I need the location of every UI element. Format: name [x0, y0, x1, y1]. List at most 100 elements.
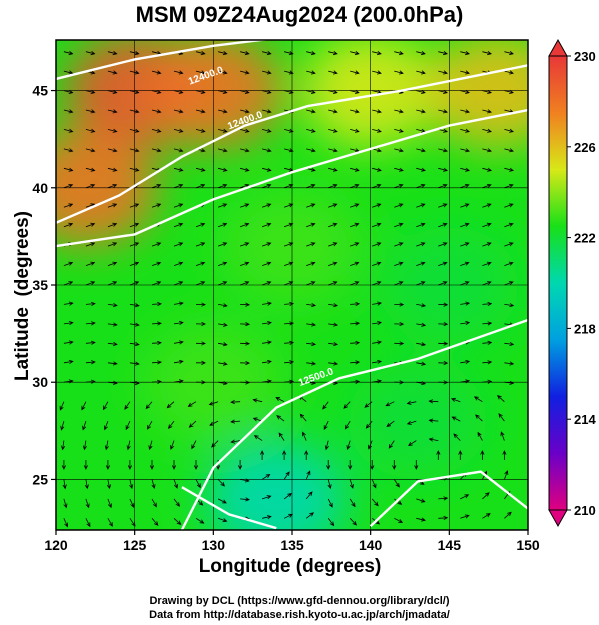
streamline-arrow	[63, 203, 74, 208]
streamline-arrow	[284, 340, 295, 345]
streamline-arrow	[239, 261, 250, 266]
streamline-arrow	[104, 440, 109, 451]
streamline-arrow	[460, 320, 471, 326]
streamline-arrow	[428, 418, 439, 423]
streamline-arrow	[218, 322, 228, 327]
y-tick-label: 45	[32, 83, 48, 99]
streamline-arrow	[504, 128, 514, 133]
streamline-arrow	[328, 242, 338, 247]
streamline-arrow	[504, 184, 514, 189]
streamline-arrow	[211, 440, 219, 448]
streamline-arrow	[240, 109, 250, 114]
streamline-arrow	[195, 184, 206, 189]
streamline-arrow	[63, 167, 74, 172]
streamline-arrow	[173, 498, 180, 507]
streamline-arrow	[173, 89, 184, 94]
streamline-arrow	[394, 109, 404, 114]
streamline-arrow	[195, 281, 206, 286]
streamline-arrow	[416, 281, 426, 286]
streamline-arrow	[328, 128, 338, 133]
streamline-arrow	[262, 128, 272, 133]
streamline-arrow	[328, 148, 338, 153]
streamline-arrow	[460, 514, 470, 519]
streamline-arrow	[239, 242, 250, 247]
streamline-arrow	[372, 70, 382, 75]
streamline-arrow	[305, 491, 313, 500]
streamline-arrow	[284, 321, 295, 326]
field-sample	[347, 363, 488, 480]
streamline-arrow	[63, 184, 74, 189]
streamline-arrow	[394, 302, 405, 307]
streamline-arrow	[218, 50, 228, 56]
streamline-arrow	[85, 109, 96, 114]
streamline-arrow	[460, 109, 470, 114]
streamline-arrow	[394, 50, 404, 56]
streamline-arrow	[107, 341, 118, 347]
streamline-arrow	[148, 440, 153, 451]
streamline-arrow	[438, 128, 449, 133]
streamline-arrow	[371, 498, 379, 507]
streamline-arrow	[460, 222, 470, 228]
streamline-arrow	[239, 222, 250, 228]
streamline-arrow	[482, 203, 492, 208]
streamline-arrow	[394, 128, 404, 133]
streamline-arrow	[240, 89, 250, 94]
streamline-arrow	[460, 261, 470, 266]
streamline-arrow	[151, 498, 157, 508]
streamline-arrow	[187, 401, 197, 407]
streamline-arrow	[306, 203, 316, 208]
streamline-arrow	[438, 341, 449, 346]
streamline-arrow	[306, 281, 316, 286]
streamline-arrow	[239, 203, 250, 208]
streamline-arrow	[151, 281, 162, 286]
streamline-arrow	[63, 321, 74, 326]
streamline-arrow	[460, 281, 470, 286]
streamline-arrow	[85, 128, 96, 133]
streamline-arrow	[151, 301, 162, 307]
streamline-arrow	[107, 89, 118, 94]
streamline-arrow	[504, 89, 514, 94]
streamline-arrow	[504, 281, 514, 286]
streamline-arrow	[460, 148, 470, 153]
streamline-arrow	[504, 303, 515, 308]
streamline-arrow	[217, 498, 227, 504]
streamline-arrow	[282, 450, 287, 460]
colorbar-bottom-arrow	[548, 509, 568, 528]
streamline-arrow	[323, 420, 329, 431]
streamline-arrow	[173, 109, 184, 114]
credit-line-2: Data from http://database.rish.kyoto-u.a…	[149, 609, 450, 621]
streamline-arrow	[504, 148, 514, 153]
streamline-arrow	[306, 128, 316, 133]
colorbar-tick-label: 230	[574, 49, 596, 64]
streamline-arrow	[129, 242, 140, 247]
streamline-arrow	[63, 518, 68, 528]
streamline-arrow	[416, 50, 426, 56]
streamline-arrow	[406, 420, 417, 425]
streamline-arrow	[328, 70, 338, 75]
streamline-arrow	[81, 401, 87, 411]
streamline-arrow	[299, 413, 307, 422]
streamline-arrow	[283, 492, 293, 500]
streamline-arrow	[460, 89, 470, 94]
streamlines	[59, 50, 515, 528]
streamline-arrow	[85, 148, 96, 153]
streamline-arrow	[275, 397, 285, 403]
streamline-arrow	[284, 360, 295, 365]
streamline-arrow	[349, 518, 358, 526]
streamline-arrow	[173, 340, 184, 345]
streamline-arrow	[372, 261, 382, 266]
streamline-arrow	[195, 479, 201, 489]
streamline-arrow	[85, 89, 96, 94]
streamline-arrow	[85, 340, 96, 345]
streamline-arrow	[482, 167, 493, 172]
colorbar: 230 226 222 218 214 210	[548, 38, 596, 528]
streamline-arrow	[82, 420, 87, 431]
streamline-arrow	[438, 261, 448, 266]
streamline-arrow	[328, 184, 338, 189]
streamline-arrow	[252, 417, 263, 422]
streamline-arrow	[125, 420, 131, 431]
streamline-arrow	[416, 303, 427, 308]
streamline-arrow	[195, 128, 206, 133]
